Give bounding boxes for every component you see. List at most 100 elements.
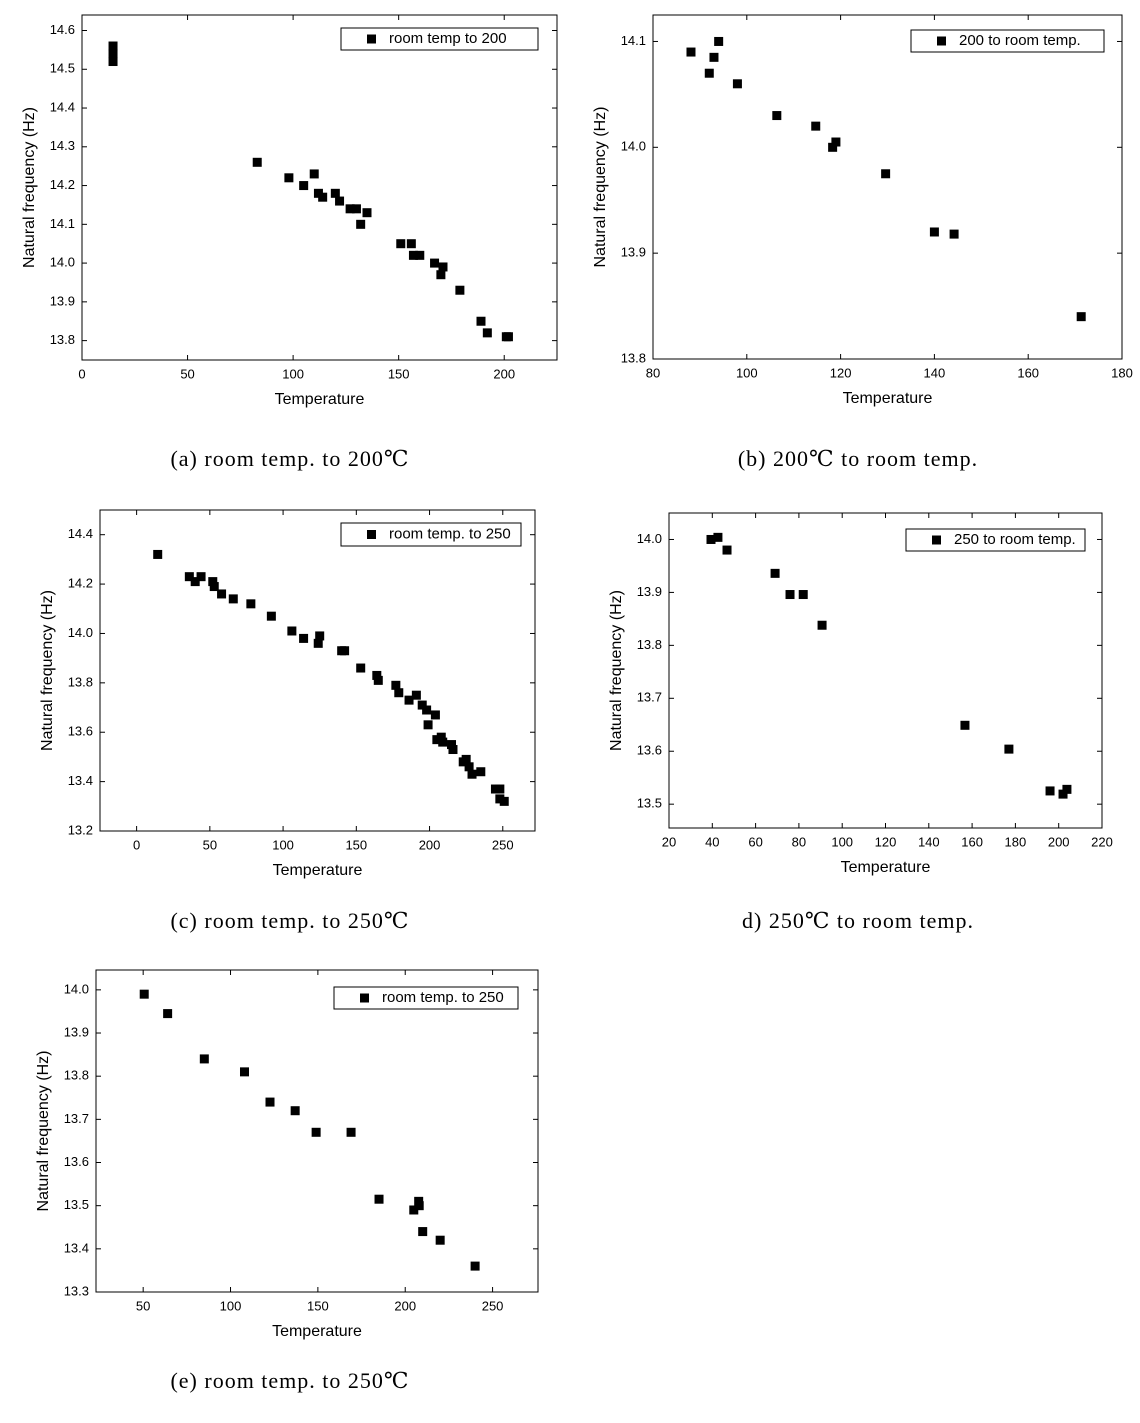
x-tick-label: 150 [388, 366, 410, 381]
chart: 50 100 150 200 250 13.3 13.4 13.5 13.6 13.7 13.8 13… [35, 969, 539, 1393]
y-tick-label: 14.2 [68, 576, 93, 591]
y-tick-label: 13.5 [637, 796, 662, 811]
point [811, 121, 821, 131]
x-tick-label: 20 [662, 834, 676, 849]
x-tick-label: 180 [1111, 365, 1133, 380]
y-tick-label: 14.0 [68, 625, 93, 640]
point [503, 332, 513, 342]
point [418, 1227, 428, 1237]
legend-label: 250 to room temp. [954, 531, 1076, 548]
point [409, 1205, 419, 1215]
point [330, 188, 340, 198]
y-tick-label: 13.8 [68, 674, 93, 689]
y-tick-label: 13.8 [621, 350, 646, 365]
point [430, 710, 440, 720]
point [713, 532, 723, 542]
x-tick-label: 200 [394, 1298, 416, 1313]
point [311, 1127, 321, 1137]
point [396, 239, 406, 249]
x-tick-label: 100 [282, 366, 304, 381]
x-tick-label: 40 [705, 834, 719, 849]
point [372, 670, 382, 680]
point [340, 646, 350, 656]
legend-marker [360, 993, 369, 1003]
x-tick-label: 50 [180, 366, 194, 381]
point [706, 534, 716, 544]
x-tick-label: 0 [78, 366, 85, 381]
point [252, 157, 262, 167]
point [438, 262, 448, 272]
x-tick-label: 100 [831, 834, 853, 849]
point [960, 720, 970, 730]
point [714, 36, 724, 46]
y-tick-label: 14.0 [50, 255, 75, 270]
point [217, 589, 227, 599]
chart: 80 100 120 140 160 180 13.8 13.9 14.0 14.1 Tempera… [592, 14, 1133, 471]
y-tick-label: 14.2 [50, 177, 75, 192]
point [785, 590, 795, 600]
point [315, 631, 325, 641]
x-tick-label: 200 [1048, 834, 1070, 849]
point [831, 137, 841, 147]
x-tick-label: 200 [493, 366, 515, 381]
point [284, 173, 294, 183]
point [208, 577, 218, 587]
y-axis-label: Natural frequency (Hz) [592, 107, 609, 268]
x-tick-label: 80 [646, 365, 660, 380]
x-tick-label: 120 [830, 365, 852, 380]
point [732, 79, 742, 89]
point [448, 745, 458, 755]
point [196, 572, 206, 582]
point [184, 572, 194, 582]
x-tick-label: 60 [748, 834, 762, 849]
y-tick-label: 13.9 [50, 293, 75, 308]
point [772, 111, 782, 121]
legend-box [905, 528, 1086, 552]
point [299, 633, 309, 643]
y-tick-label: 13.9 [64, 1024, 89, 1039]
x-tick-label: 200 [419, 837, 441, 852]
point [455, 285, 465, 295]
point [391, 680, 401, 690]
point [929, 227, 939, 237]
point [345, 204, 355, 214]
point [190, 577, 200, 587]
legend-label: room temp. to 250 [382, 989, 504, 1006]
point [309, 169, 319, 179]
point [335, 196, 345, 206]
point [266, 611, 276, 621]
point [470, 1261, 480, 1271]
point [415, 250, 425, 260]
point [374, 1194, 384, 1204]
x-tick-label: 150 [345, 837, 367, 852]
y-tick-label: 14.0 [64, 981, 89, 996]
point [318, 192, 328, 202]
point [817, 620, 827, 630]
x-tick-label: 160 [961, 834, 983, 849]
legend-box [340, 522, 522, 547]
point [1062, 784, 1072, 794]
point [495, 784, 505, 794]
y-tick-label: 13.7 [64, 1111, 89, 1126]
x-axis-label: Temperature [275, 391, 365, 408]
caption: (a) room temp. to 200℃ [170, 446, 409, 471]
plot-frame [95, 969, 539, 1293]
point [394, 688, 404, 698]
point [476, 316, 486, 326]
x-tick-label: 140 [924, 365, 946, 380]
point [153, 549, 163, 559]
plot-frame [652, 14, 1123, 360]
point [704, 68, 714, 78]
caption: d) 250℃ to room temp. [742, 908, 974, 933]
y-tick-label: 13.8 [64, 1068, 89, 1083]
point [467, 769, 477, 779]
point [881, 169, 891, 179]
point [686, 47, 696, 57]
x-tick-label: 120 [875, 834, 897, 849]
legend-marker [937, 36, 946, 46]
y-tick-label: 13.5 [64, 1197, 89, 1212]
point [436, 732, 446, 742]
y-tick-label: 14.0 [621, 139, 646, 154]
point [476, 767, 486, 777]
